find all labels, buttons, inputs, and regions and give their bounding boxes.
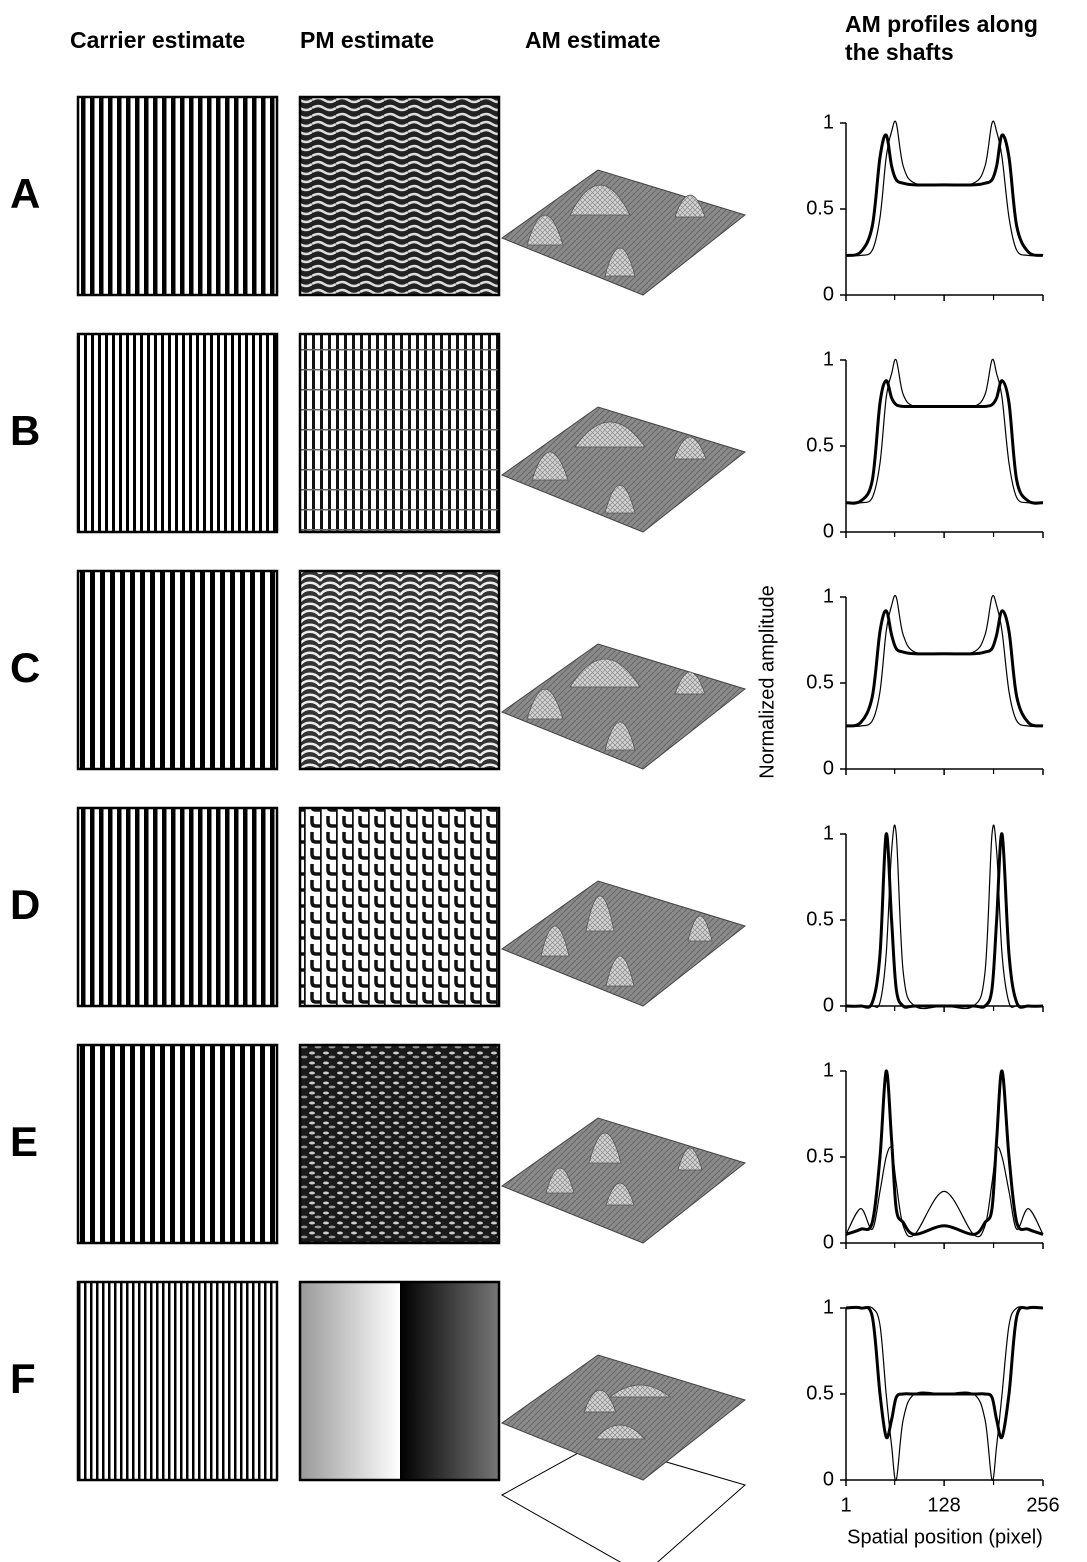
carrier-image [76, 806, 279, 1008]
column-header: the shafts [845, 39, 954, 65]
am-peak [673, 436, 707, 460]
carrier-image [76, 1043, 279, 1245]
panel-row: F 0 0.5 1 1 128 256 Spatial position (pixel) [10, 1280, 1060, 1562]
am-peak [540, 925, 570, 957]
pm-image [298, 1043, 501, 1245]
y-tick-label: 0 [823, 757, 834, 779]
carrier-image [76, 1280, 279, 1482]
y-tick-label: 0.5 [806, 197, 834, 219]
x-tick-label: 256 [1026, 1494, 1059, 1516]
row-label: B [10, 407, 40, 454]
row-label: A [10, 170, 40, 217]
y-tick-label: 0.5 [806, 1382, 834, 1404]
profile-line [845, 120, 1044, 257]
y-tick-label: 0.5 [806, 908, 834, 930]
profile-line [845, 832, 1044, 1009]
profile-line [845, 358, 1044, 504]
x-tick-label: 128 [927, 1494, 960, 1516]
am-peak [588, 1132, 622, 1164]
am-peak [605, 955, 635, 987]
am-peak [526, 688, 564, 720]
am-surface [500, 406, 747, 533]
y-tick-label: 1 [823, 1059, 834, 1081]
am-peak [674, 194, 706, 218]
column-header: AM estimate [525, 27, 660, 53]
panel-row: A 0 0.5 1 [10, 95, 1044, 305]
am-peak [674, 671, 706, 695]
column-header: AM profiles along [845, 11, 1038, 37]
y-tick-label: 1 [823, 585, 834, 607]
pm-image-left [300, 1282, 400, 1480]
y-tick-label: 0.5 [806, 1145, 834, 1167]
y-tick-label: 0 [823, 283, 834, 305]
am-peak [604, 247, 636, 277]
am-surface [500, 1117, 747, 1244]
carrier-image [76, 332, 279, 534]
pm-image [298, 332, 501, 534]
am-peak [526, 214, 564, 246]
am-peak [585, 895, 615, 932]
am-surface [500, 1354, 747, 1481]
pm-image [298, 806, 501, 1008]
column-headers: Carrier estimate PM estimate AM estimate… [70, 11, 1038, 65]
y-tick-label: 0 [823, 1468, 834, 1490]
y-axis-label: Normalized amplitude [756, 585, 778, 778]
x-axis-label: Spatial position (pixel) [847, 1526, 1043, 1548]
y-tick-label: 0.5 [806, 671, 834, 693]
am-peak [583, 1389, 617, 1413]
y-tick-label: 1 [823, 822, 834, 844]
row-label: F [10, 1355, 36, 1402]
y-tick-label: 1 [823, 1296, 834, 1318]
panel-row: D 0 0.5 1 [10, 806, 1044, 1016]
carrier-image [76, 569, 279, 771]
y-tick-label: 0.5 [806, 434, 834, 456]
y-tick-label: 1 [823, 111, 834, 133]
profile-line [845, 379, 1044, 505]
panel-row: B 0 0.5 1 [10, 332, 1044, 542]
profile-line [845, 133, 1044, 257]
row-label: D [10, 881, 40, 928]
profile-line [846, 1306, 1043, 1481]
column-header: PM estimate [300, 27, 434, 53]
y-tick-label: 0 [823, 520, 834, 542]
am-peak [545, 1167, 575, 1194]
profile-line [845, 1305, 1044, 1440]
am-peak [531, 451, 569, 481]
y-tick-label: 1 [823, 348, 834, 370]
pm-image-frame [298, 1280, 501, 1482]
row-label: E [10, 1118, 38, 1165]
profile-line [845, 1146, 1044, 1238]
pm-image [298, 95, 501, 297]
column-header: Carrier estimate [70, 27, 245, 53]
am-peak [605, 1182, 635, 1206]
am-peak [569, 184, 631, 216]
am-base-plane [500, 1441, 747, 1562]
pm-image [298, 569, 501, 771]
panel-row: C 0 0.5 1 [10, 569, 1044, 779]
pm-image-right [400, 1282, 499, 1480]
row-label: C [10, 644, 40, 691]
am-surface [500, 880, 747, 1007]
am-peak [594, 1424, 646, 1440]
am-peak [569, 658, 641, 688]
profile-line [845, 1069, 1044, 1236]
am-peak [604, 484, 636, 514]
am-peak [687, 915, 713, 942]
profile-line [845, 594, 1044, 727]
y-tick-label: 0 [823, 994, 834, 1016]
profile-line [846, 824, 1043, 1010]
am-peak [677, 1147, 703, 1171]
am-peak [608, 1384, 672, 1398]
am-peak [604, 721, 636, 751]
carrier-image [76, 95, 279, 297]
y-tick-label: 0 [823, 1231, 834, 1253]
x-tick-label: 1 [840, 1494, 851, 1516]
profile-line [845, 609, 1044, 728]
am-peak [574, 421, 646, 448]
panel-row: E 0 0.5 1 [10, 1043, 1044, 1253]
